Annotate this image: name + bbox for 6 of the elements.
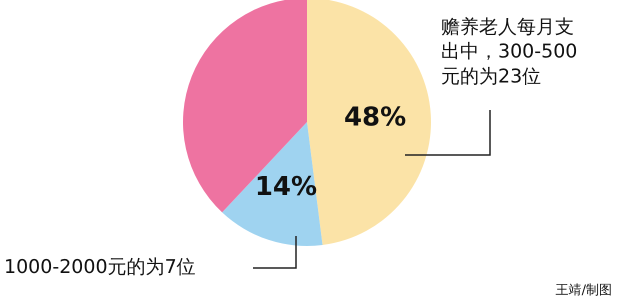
text: 王靖/制图 bbox=[556, 283, 612, 298]
text: 1000-2000元的为7位 bbox=[4, 256, 196, 278]
pie-slice bbox=[222, 122, 323, 246]
data-label: 48% bbox=[344, 102, 406, 133]
data-label: 14% bbox=[254, 172, 318, 202]
text: 赡养老人每月支出中，300-500元的为23位 bbox=[441, 16, 578, 88]
